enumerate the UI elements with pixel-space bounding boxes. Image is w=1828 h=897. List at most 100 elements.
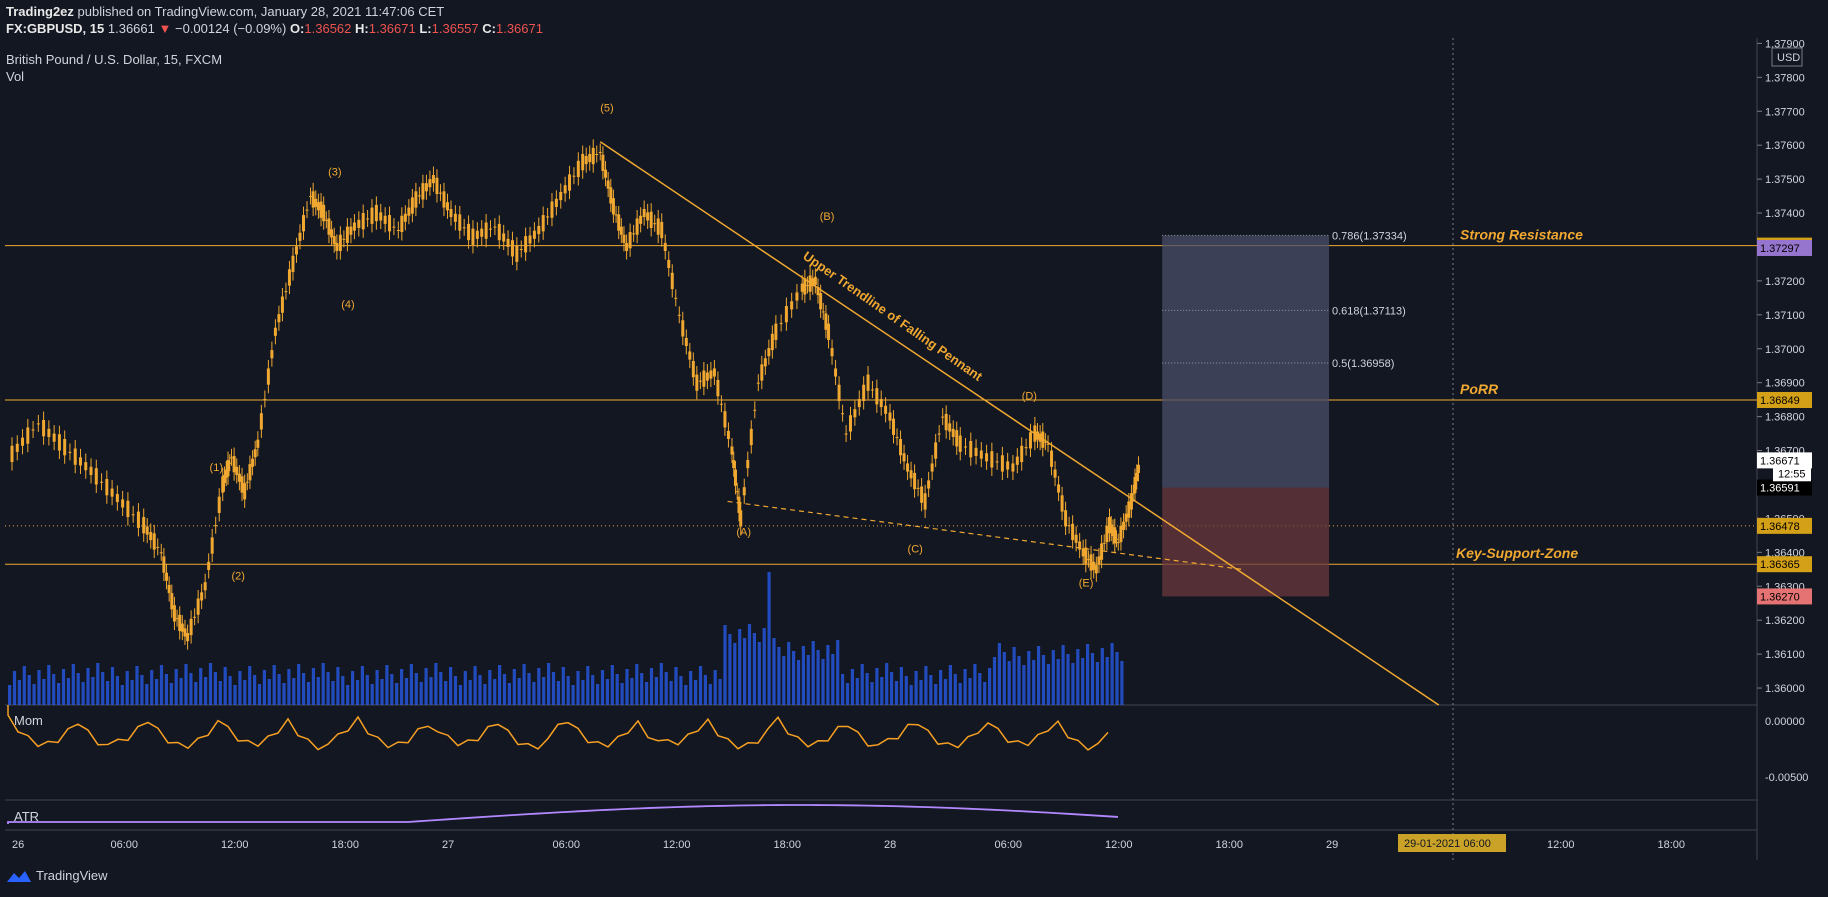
candle-body — [226, 460, 230, 477]
zone-label: PoRR — [1460, 381, 1499, 397]
candle-body — [546, 216, 550, 218]
candle-body — [214, 525, 218, 527]
candle-body — [172, 605, 176, 622]
candle-body — [1081, 548, 1085, 557]
candle-body — [969, 441, 973, 458]
tradingview-logo[interactable]: TradingView — [6, 868, 108, 883]
volume-bar — [571, 685, 575, 705]
volume-bar — [42, 679, 46, 705]
candle-body — [723, 411, 727, 428]
candle-body — [528, 235, 532, 244]
candle-body — [684, 337, 688, 347]
candle-body — [1074, 534, 1078, 543]
volume-bar — [272, 665, 276, 705]
candle-body — [604, 169, 608, 178]
candle-body — [121, 499, 125, 508]
volume-bar — [76, 673, 80, 705]
candle-body — [834, 368, 838, 377]
candle-body — [284, 291, 288, 293]
candle-body — [1006, 461, 1010, 470]
volume-bar — [1046, 664, 1050, 705]
candle-body — [1116, 542, 1120, 544]
volume-bar — [164, 674, 168, 705]
candle-body — [899, 439, 903, 456]
candle-body — [396, 230, 400, 231]
volume-bar — [390, 674, 394, 705]
volume-bar — [640, 673, 644, 705]
volume-bar — [880, 677, 884, 705]
candle-body — [243, 483, 247, 500]
volume-bar — [811, 641, 815, 705]
candle-body — [1028, 432, 1032, 449]
volume-bar — [777, 647, 781, 705]
candle-body — [314, 198, 318, 207]
atr-legend[interactable]: ATR — [14, 809, 40, 824]
candle-body — [94, 468, 98, 485]
candle-body — [632, 233, 636, 235]
price-tick-label: 1.36100 — [1765, 649, 1805, 661]
volume-bar — [483, 684, 487, 705]
volume-bar — [664, 672, 668, 705]
candle-body — [795, 292, 799, 301]
high-value: 1.36671 — [368, 21, 416, 36]
candle-body — [217, 496, 221, 513]
candle-body — [180, 623, 184, 632]
volume-bar — [130, 680, 134, 705]
low-value: 1.36557 — [431, 21, 479, 36]
candle-body — [879, 398, 883, 408]
candle-body — [1094, 565, 1098, 574]
candle-body — [193, 616, 197, 618]
candle-body — [222, 474, 226, 484]
candle-body — [1109, 524, 1113, 533]
volume-bar — [684, 685, 688, 705]
volume-bar — [836, 640, 840, 705]
candle-body — [266, 368, 270, 385]
candle-body — [916, 487, 920, 489]
author-name[interactable]: Trading2ez — [6, 4, 74, 19]
volume-bar — [909, 685, 913, 705]
volume-bar — [1071, 663, 1075, 705]
candle-body — [361, 213, 365, 230]
candle-body — [47, 428, 51, 437]
volume-bar — [478, 675, 482, 705]
candle-body — [388, 215, 392, 232]
candle-body — [746, 460, 750, 469]
countdown-text: 12:55 — [1778, 468, 1806, 480]
volume-bar — [365, 675, 369, 705]
volume-legend[interactable]: Vol — [6, 69, 25, 84]
volume-bar — [287, 669, 291, 705]
candle-body — [862, 384, 866, 401]
price-tick-label: 1.37500 — [1765, 174, 1805, 186]
volume-bar — [243, 680, 247, 705]
momentum-legend[interactable]: Mom — [14, 713, 43, 728]
volume-bar — [213, 672, 217, 705]
volume-bar — [845, 683, 850, 705]
candle-body — [572, 175, 576, 177]
volume-bar — [645, 682, 649, 705]
volume-bars — [8, 572, 1124, 705]
candle-body — [824, 313, 828, 330]
price-tick-label: 1.37200 — [1765, 276, 1805, 288]
candle-body — [475, 230, 479, 239]
price-tick-label: 1.37800 — [1765, 72, 1805, 84]
volume-bar — [855, 678, 859, 705]
candle-body — [515, 245, 519, 262]
volume-bar — [1061, 645, 1065, 705]
candle-body — [934, 442, 938, 459]
volume-bar — [473, 666, 477, 705]
candle-body — [414, 191, 418, 208]
volume-bar — [610, 665, 614, 705]
candle-body — [737, 496, 741, 513]
volume-bar — [189, 673, 193, 705]
volume-bar — [659, 663, 663, 705]
candle-body — [493, 226, 497, 228]
candle-body — [853, 409, 857, 418]
candle-body — [221, 476, 225, 493]
candle-body — [519, 249, 523, 250]
volume-bar — [37, 670, 41, 705]
candle-body — [1086, 559, 1090, 561]
volume-bar — [238, 671, 242, 705]
volume-bar — [988, 668, 992, 705]
price-tick-label: 1.36000 — [1765, 683, 1805, 695]
